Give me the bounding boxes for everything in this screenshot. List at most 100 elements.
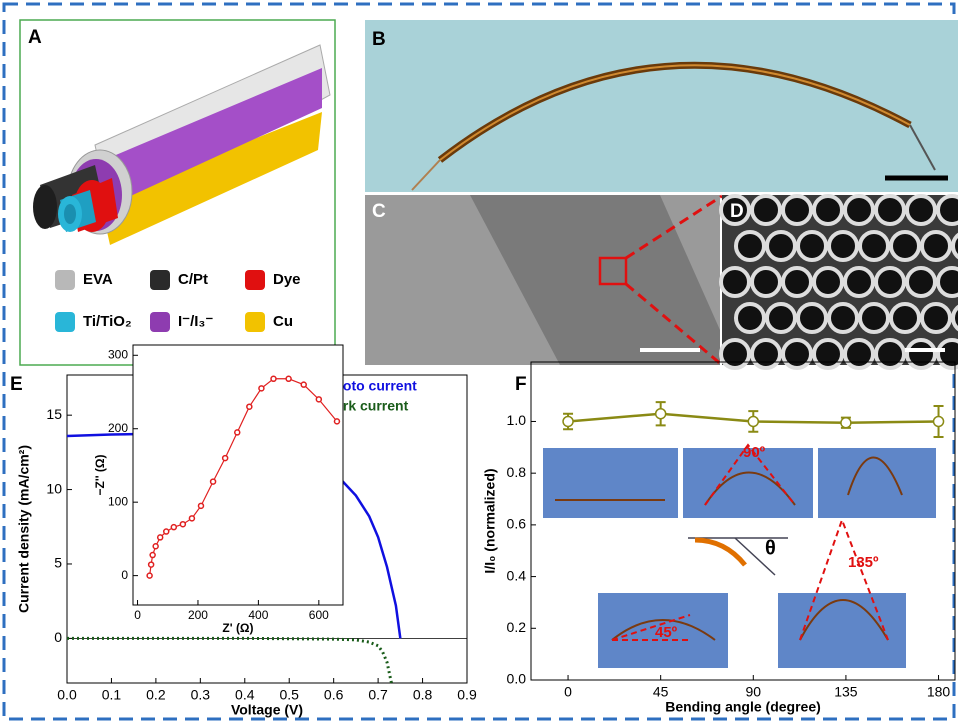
- marker: [152, 542, 159, 550]
- marker: [654, 407, 667, 420]
- legend-swatch: [245, 312, 265, 332]
- tube: [765, 230, 797, 262]
- marker: [258, 385, 265, 392]
- marker: [149, 551, 156, 559]
- tube: [951, 232, 958, 260]
- marker: [562, 415, 574, 428]
- tube: [951, 304, 958, 332]
- x-axis-label: Voltage (V): [231, 702, 303, 718]
- annotation: 90º: [743, 444, 766, 461]
- plot-frame: [530, 361, 956, 681]
- annotation: θ: [765, 537, 776, 559]
- x-tick-label: 0.6: [324, 686, 344, 702]
- tube: [719, 194, 751, 226]
- tube: [734, 302, 766, 334]
- x-tick-label: 0.7: [368, 686, 388, 702]
- x-tick-label: 135: [834, 683, 858, 699]
- panel-label: E: [10, 374, 23, 395]
- x-tick-label: 45: [653, 683, 669, 699]
- annotation: 45º: [655, 624, 678, 641]
- y-tick-label: 0: [121, 568, 128, 582]
- tube: [765, 302, 797, 334]
- tube: [781, 338, 813, 370]
- marker: [156, 534, 164, 541]
- tube: [905, 338, 937, 370]
- marker: [315, 396, 323, 403]
- x-tick-label: 90: [746, 683, 762, 699]
- y-tick-label: 10: [46, 480, 62, 496]
- tube: [750, 338, 782, 370]
- tube: [889, 230, 921, 262]
- panel-label: D: [730, 201, 744, 222]
- legend-label: I⁻/I₃⁻: [178, 313, 213, 330]
- marker: [270, 375, 277, 383]
- y-axis-label: I/I₀ (normalized): [482, 468, 498, 573]
- x-tick-label: 200: [188, 608, 208, 622]
- marker: [840, 417, 852, 429]
- marker: [221, 454, 229, 462]
- x-tick-label: 0.3: [191, 686, 211, 702]
- tube: [858, 230, 890, 262]
- tube: [843, 266, 875, 298]
- legend-label: Dark current: [325, 398, 409, 414]
- tube: [781, 266, 813, 298]
- legend-label: Dye: [273, 271, 301, 288]
- x-tick-label: 0.2: [146, 686, 166, 702]
- y-tick-label: 0.0: [507, 671, 527, 687]
- nanotubes: [719, 194, 958, 370]
- x-tick-label: 0.0: [57, 686, 77, 702]
- x-tick-label: 0.5: [279, 686, 299, 702]
- y-tick-label: 200: [108, 421, 128, 435]
- legend-label: EVA: [83, 271, 113, 288]
- marker: [147, 561, 155, 568]
- y-tick-label: 1.0: [507, 412, 527, 428]
- tube: [936, 338, 958, 370]
- tube: [905, 194, 937, 226]
- x-axis-label: Z' (Ω): [222, 621, 253, 635]
- tube: [843, 338, 875, 370]
- legend-label: C/Pt: [178, 271, 208, 288]
- panel-label: B: [372, 29, 386, 50]
- x-tick-label: 0.4: [235, 686, 255, 702]
- y-tick-label: 0.2: [507, 619, 527, 635]
- legend-swatch: [150, 312, 170, 332]
- x-tick-label: 400: [248, 608, 268, 622]
- y-tick-label: 0.4: [507, 567, 527, 583]
- marker: [233, 429, 241, 436]
- legend-swatch: [55, 270, 75, 290]
- tube: [936, 266, 958, 298]
- cable-illustration: [33, 44, 331, 245]
- marker: [300, 381, 307, 388]
- annotation: 135º: [848, 554, 879, 571]
- y-tick-label: 5: [54, 555, 62, 571]
- wire: [909, 124, 936, 171]
- x-tick-label: 0: [134, 608, 141, 622]
- tube: [812, 194, 844, 226]
- tube: [719, 266, 751, 298]
- x-tick-label: 0.1: [102, 686, 122, 702]
- legend-swatch: [55, 312, 75, 332]
- fiber-highlight: [439, 64, 911, 161]
- tube: [734, 230, 766, 262]
- tube: [812, 266, 844, 298]
- theta-diagram: [688, 537, 788, 576]
- tube: [874, 194, 906, 226]
- angle-guides: [611, 443, 889, 641]
- tube: [781, 194, 813, 226]
- tube: [905, 266, 937, 298]
- legend-label: Cu: [273, 313, 293, 330]
- x-tick-label: 0.8: [413, 686, 433, 702]
- marker: [747, 415, 760, 428]
- x-axis-label: Bending angle (degree): [665, 699, 821, 715]
- inset-bg: [133, 345, 343, 605]
- legend-swatch: [150, 270, 170, 290]
- tube: [750, 194, 782, 226]
- y-axis-label: Current density (mA/cm²): [16, 445, 32, 613]
- tube: [858, 302, 890, 334]
- tube: [796, 302, 828, 334]
- tube: [750, 266, 782, 298]
- y-tick-label: 0.8: [507, 464, 527, 480]
- tube: [843, 194, 875, 226]
- panel-label: C: [372, 201, 386, 222]
- panel-label: A: [28, 27, 42, 48]
